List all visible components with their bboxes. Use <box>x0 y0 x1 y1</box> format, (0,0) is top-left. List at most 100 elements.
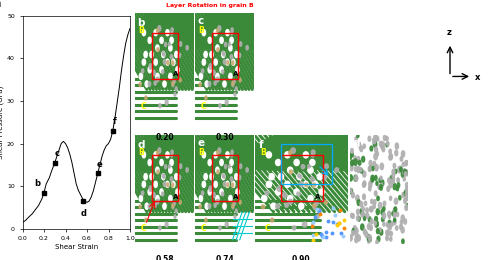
Circle shape <box>288 196 292 202</box>
Circle shape <box>318 209 321 213</box>
Bar <box>281 144 332 184</box>
Circle shape <box>226 181 229 187</box>
Circle shape <box>395 150 398 156</box>
Circle shape <box>166 222 168 227</box>
Circle shape <box>139 83 141 87</box>
Circle shape <box>405 205 408 210</box>
Circle shape <box>277 186 281 191</box>
Circle shape <box>288 199 292 204</box>
Circle shape <box>368 224 370 229</box>
Circle shape <box>368 237 372 242</box>
Circle shape <box>239 200 241 204</box>
Circle shape <box>217 170 219 174</box>
Circle shape <box>240 42 242 46</box>
Circle shape <box>382 142 384 148</box>
Circle shape <box>142 191 144 195</box>
Circle shape <box>386 230 388 235</box>
Circle shape <box>366 208 368 213</box>
Text: $\it{\mathbf{d}}$: $\it{\mathbf{d}}$ <box>137 139 145 151</box>
Circle shape <box>224 165 226 169</box>
Circle shape <box>312 183 316 187</box>
Circle shape <box>166 30 169 36</box>
Circle shape <box>380 185 382 190</box>
Circle shape <box>363 213 366 218</box>
Circle shape <box>226 222 228 227</box>
Text: $\it{\mathbf{e}}$: $\it{\mathbf{e}}$ <box>96 160 104 169</box>
Circle shape <box>354 166 358 172</box>
Circle shape <box>398 196 401 200</box>
Circle shape <box>226 183 229 187</box>
Circle shape <box>361 212 364 217</box>
Circle shape <box>199 196 202 202</box>
Circle shape <box>142 30 146 36</box>
Circle shape <box>208 159 212 166</box>
Circle shape <box>360 167 362 172</box>
Circle shape <box>216 167 219 173</box>
Circle shape <box>378 185 380 189</box>
Circle shape <box>376 221 378 227</box>
Circle shape <box>170 55 173 59</box>
Circle shape <box>370 179 372 183</box>
Bar <box>212 33 238 79</box>
Circle shape <box>228 42 230 46</box>
Circle shape <box>310 159 315 166</box>
Circle shape <box>144 174 148 180</box>
Circle shape <box>396 226 398 230</box>
Circle shape <box>393 163 396 168</box>
Circle shape <box>232 59 235 65</box>
Circle shape <box>226 30 229 36</box>
Circle shape <box>366 213 369 218</box>
Circle shape <box>171 28 173 32</box>
Circle shape <box>390 237 392 241</box>
Circle shape <box>172 205 174 209</box>
Text: 0.90: 0.90 <box>292 255 310 260</box>
Text: 0.74: 0.74 <box>215 255 234 260</box>
Circle shape <box>356 195 359 202</box>
Circle shape <box>214 181 218 187</box>
Circle shape <box>304 183 308 187</box>
Circle shape <box>308 167 313 173</box>
Circle shape <box>365 232 368 237</box>
Circle shape <box>226 61 229 64</box>
Circle shape <box>220 159 223 166</box>
Circle shape <box>317 174 322 180</box>
Circle shape <box>352 231 354 236</box>
Circle shape <box>232 204 234 207</box>
Circle shape <box>228 73 232 79</box>
Circle shape <box>363 144 366 148</box>
Circle shape <box>204 51 208 57</box>
Circle shape <box>354 175 358 181</box>
Circle shape <box>390 154 392 160</box>
Circle shape <box>222 174 225 180</box>
Circle shape <box>368 136 370 141</box>
Circle shape <box>406 204 408 208</box>
Circle shape <box>322 175 326 180</box>
Circle shape <box>186 46 188 50</box>
Circle shape <box>389 154 392 160</box>
Circle shape <box>199 83 201 87</box>
Circle shape <box>156 77 159 82</box>
Circle shape <box>371 175 374 181</box>
Circle shape <box>170 177 173 181</box>
Circle shape <box>163 175 165 178</box>
Text: B: B <box>198 148 204 157</box>
Text: C: C <box>201 224 206 233</box>
Circle shape <box>148 37 152 43</box>
Circle shape <box>394 213 396 218</box>
Circle shape <box>394 169 396 174</box>
Circle shape <box>154 181 158 187</box>
Circle shape <box>166 100 168 105</box>
Circle shape <box>390 196 392 200</box>
Circle shape <box>374 200 376 204</box>
Circle shape <box>312 204 316 207</box>
Circle shape <box>152 70 156 75</box>
Text: C: C <box>141 224 146 233</box>
Circle shape <box>285 152 290 158</box>
Circle shape <box>400 157 402 161</box>
Circle shape <box>226 100 228 105</box>
Circle shape <box>371 207 373 211</box>
Circle shape <box>376 137 379 141</box>
Circle shape <box>162 192 164 196</box>
Circle shape <box>266 181 272 187</box>
Circle shape <box>230 37 233 43</box>
